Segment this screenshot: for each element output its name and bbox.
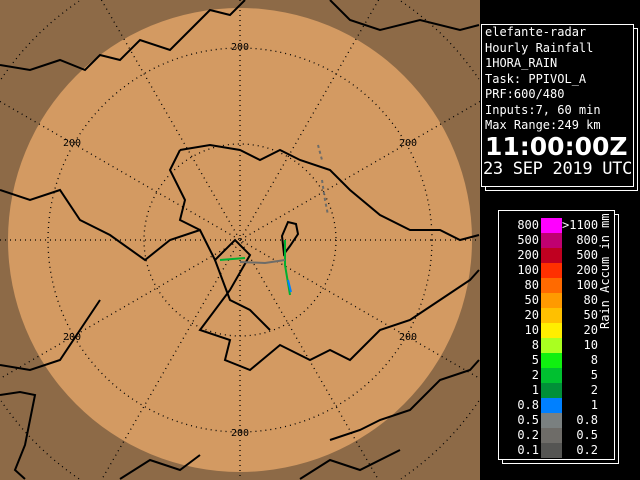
range-label: 200	[399, 138, 417, 149]
legend-high: 200	[576, 263, 598, 277]
color-legend: 800 >1100 500 800 200 500 100 200 80 100 50 80 20 50 1…	[498, 210, 615, 460]
legend-swatch	[541, 413, 562, 428]
inputs: Inputs:7, 60 min	[485, 102, 601, 117]
legend-swatch	[541, 278, 562, 293]
legend-row: 100 200	[499, 263, 614, 278]
legend-swatch	[541, 293, 562, 308]
legend-high: 1	[590, 398, 598, 412]
legend-row: 10 20	[499, 323, 614, 338]
range-label: 200	[63, 332, 81, 343]
legend-low: 0.5	[517, 413, 539, 427]
range-label: 200	[231, 42, 249, 53]
legend-row: 0.2 0.5	[499, 428, 614, 443]
legend-row: 500 800	[499, 233, 614, 248]
azimuth-lines	[0, 0, 480, 480]
legend-high: 8	[590, 353, 598, 367]
radar-name: elefante-radar	[485, 25, 587, 39]
legend-swatch	[541, 398, 562, 413]
legend-row: 50 80	[499, 293, 614, 308]
legend-low: 8	[531, 338, 539, 352]
legend-swatch	[541, 323, 562, 338]
legend-swatch	[541, 218, 562, 233]
legend-swatch	[541, 368, 562, 383]
legend-low: 800	[517, 218, 539, 232]
legend-high: 0.5	[576, 428, 598, 442]
legend-low: 100	[517, 263, 539, 277]
legend-row: 200 500	[499, 248, 614, 263]
legend-high: >1100	[562, 218, 599, 232]
task: Task: PPIVOL_A	[485, 71, 587, 86]
legend-low: 5	[531, 353, 539, 367]
legend-high: 100	[576, 278, 598, 292]
legend-swatch	[541, 338, 562, 353]
legend-low: 2	[531, 368, 539, 382]
legend-swatch	[541, 428, 562, 443]
legend-row: 0.1 0.2	[499, 443, 614, 458]
legend-high: 500	[576, 248, 598, 262]
rain-echoes	[219, 144, 329, 296]
product-info-panel: elefante-radar Hourly Rainfall 1HORA_RAI…	[481, 24, 634, 187]
legend-low: 10	[524, 323, 539, 337]
legend-low: 200	[517, 248, 539, 262]
time: 11:00:00Z	[485, 131, 628, 161]
legend-row: 800 >1100	[499, 218, 614, 233]
legend-high: 80	[583, 293, 598, 307]
legend-row: 8 10	[499, 338, 614, 353]
legend-swatch	[541, 233, 562, 248]
legend-swatch	[541, 263, 562, 278]
outer-range-ring	[0, 0, 480, 480]
legend-unit-label: Rain Accum in mm	[598, 213, 612, 329]
legend-high: 0.8	[576, 413, 598, 427]
range-label: 200	[63, 138, 81, 149]
legend-low: 1	[531, 383, 539, 397]
legend-high: 20	[583, 323, 598, 337]
legend-row: 0.5 0.8	[499, 413, 614, 428]
legend-low: 50	[524, 293, 539, 307]
country-borders	[0, 0, 480, 480]
radar-map[interactable]: 200 200 200 200 200 200	[0, 0, 480, 480]
legend-row: 0.8 1	[499, 398, 614, 413]
legend-high: 0.2	[576, 443, 598, 457]
prf: PRF:600/480	[485, 87, 565, 101]
legend-low: 0.1	[517, 443, 539, 457]
legend-swatch	[541, 443, 562, 458]
legend-low: 80	[524, 278, 539, 292]
max-range: Max Range:249 km	[485, 118, 601, 132]
legend-high: 800	[576, 233, 598, 247]
legend-high: 2	[590, 383, 598, 397]
legend-swatch	[541, 308, 562, 323]
legend-high: 5	[590, 368, 598, 382]
legend-swatch	[541, 383, 562, 398]
legend-high: 50	[583, 308, 598, 322]
product-name: Hourly Rainfall	[485, 40, 594, 55]
legend-low: 20	[524, 308, 539, 322]
range-label: 200	[399, 332, 417, 343]
legend-low: 0.2	[517, 428, 539, 442]
legend-low: 0.8	[517, 398, 539, 412]
legend-row: 80 100	[499, 278, 614, 293]
date: 23 SEP 2019 UTC	[483, 158, 633, 179]
product-code: 1HORA_RAIN	[485, 56, 558, 70]
legend-swatch	[541, 353, 562, 368]
legend-low: 500	[517, 233, 539, 247]
legend-swatch	[541, 248, 562, 263]
legend-row: 20 50	[499, 308, 614, 323]
range-label: 200	[231, 428, 249, 439]
legend-high: 10	[583, 338, 598, 352]
